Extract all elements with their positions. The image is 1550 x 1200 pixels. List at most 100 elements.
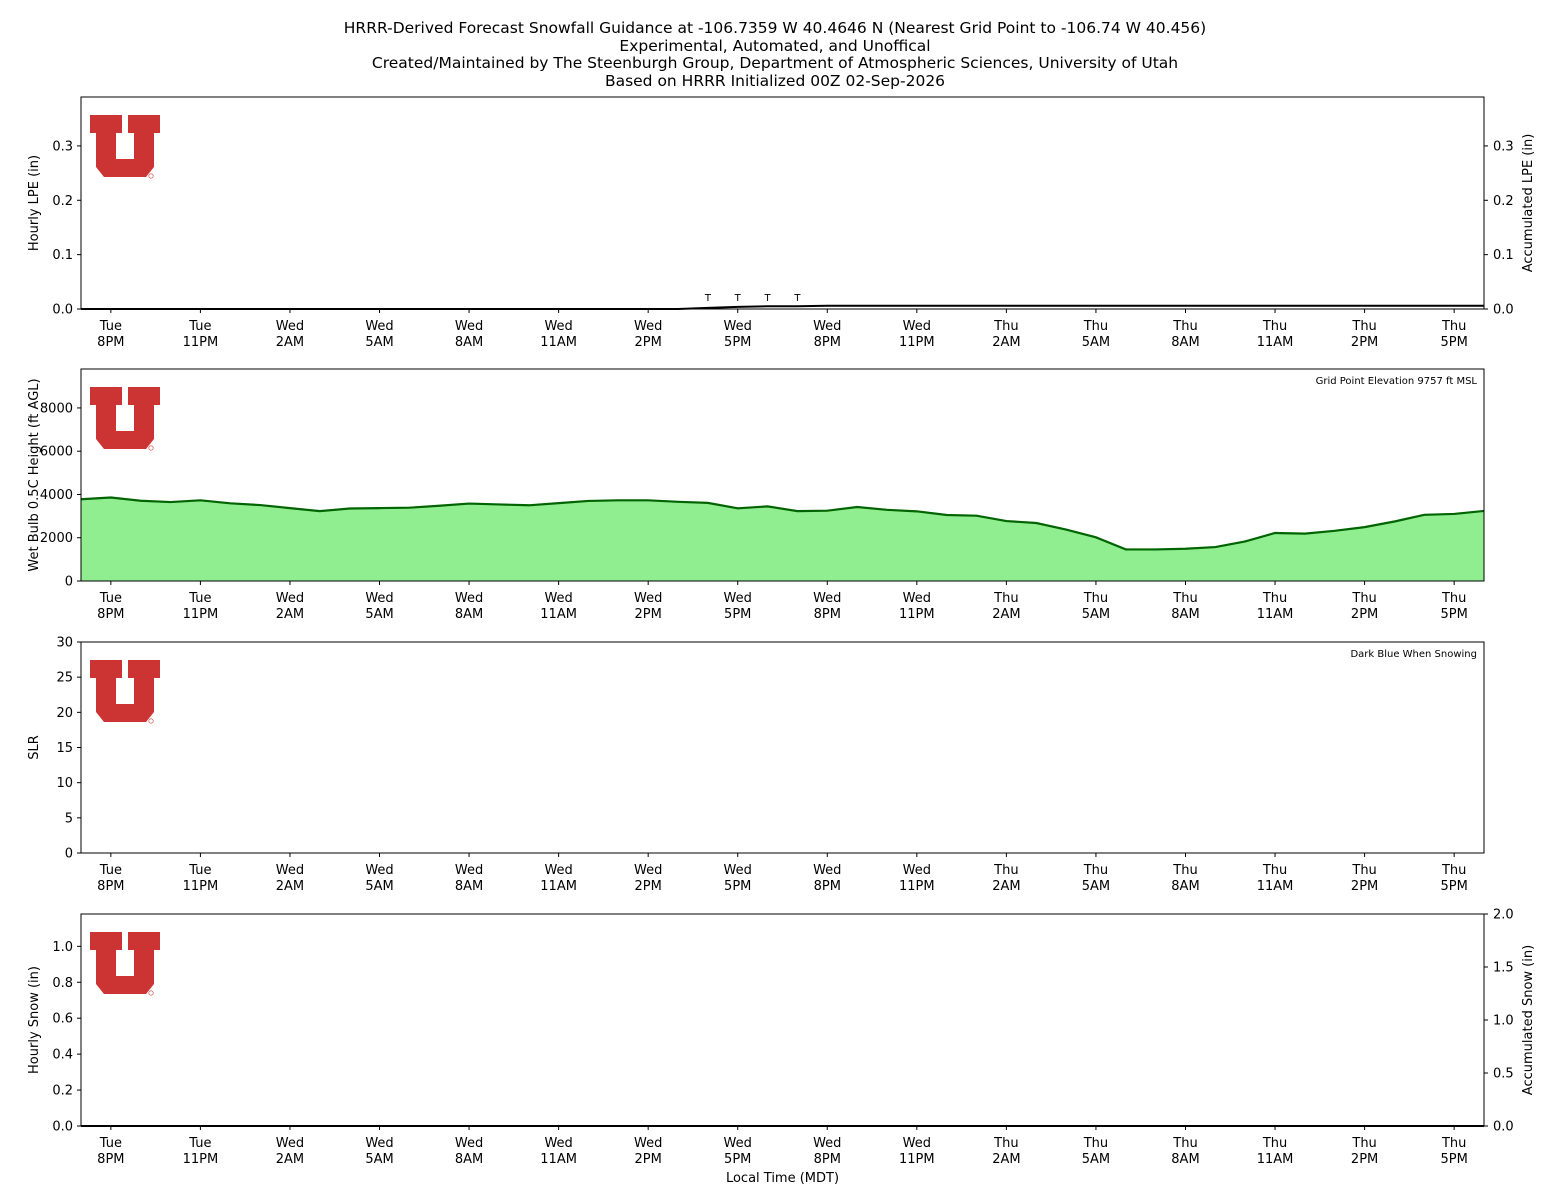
plot-frame (80, 913, 1485, 1127)
x-tick-label-time: 5PM (1440, 1152, 1467, 1167)
x-tick-label-time: 5AM (365, 607, 393, 622)
x-tick-label-day: Thu (1083, 591, 1108, 606)
x-tick-label-time: 11AM (1257, 335, 1294, 350)
y-tick-label: 6000 (40, 445, 73, 460)
x-tick-label-day: Wed (365, 863, 393, 878)
x-tick-label-time: 11PM (899, 1152, 935, 1167)
x-tick-label-day: Tue (188, 591, 211, 606)
x-tick-label-day: Wed (903, 1136, 931, 1151)
y-axis-label: Wet Bulb 0.5C Height (ft AGL) (27, 378, 42, 571)
x-tick-label-time: 2AM (992, 1152, 1020, 1167)
x-tick-label-day: Thu (993, 319, 1018, 334)
x-tick-label-day: Tue (188, 319, 211, 334)
x-tick-label-day: Thu (1262, 319, 1287, 334)
x-tick-label-time: 2AM (276, 879, 304, 894)
x-tick-label-day: Thu (1083, 1136, 1108, 1151)
logo-registered-mark (148, 990, 154, 996)
plot-frame (80, 641, 1485, 854)
x-tick-label-day: Tue (99, 1136, 122, 1151)
y-tick-label: 0.6 (52, 1012, 73, 1027)
x-tick-label-day: Tue (99, 319, 122, 334)
university-of-utah-logo (90, 660, 160, 724)
x-tick-label-time: 2PM (1351, 879, 1378, 894)
y-tick-label: 0.4 (52, 1048, 73, 1063)
x-tick-label-time: 5AM (365, 335, 393, 350)
university-of-utah-logo (90, 387, 160, 451)
y-tick-label: 0 (65, 847, 73, 862)
x-tick-label-day: Wed (813, 863, 841, 878)
x-tick-label-time: 11AM (540, 335, 577, 350)
x-tick-label-day: Thu (1351, 591, 1376, 606)
x-tick-label-day: Thu (1351, 863, 1376, 878)
x-tick-label-day: Thu (993, 591, 1018, 606)
x-tick-label-day: Wed (634, 591, 662, 606)
y-tick-label: 0.3 (52, 139, 73, 154)
x-tick-label-time: 8AM (1171, 607, 1199, 622)
y2-tick-label: 0.0 (1493, 1120, 1514, 1135)
x-tick-label-time: 2PM (635, 335, 662, 350)
x-tick-label-time: 11PM (183, 879, 219, 894)
x-tick-label-day: Thu (1441, 1136, 1466, 1151)
plot-frame (80, 368, 1485, 582)
x-tick-label-time: 5PM (724, 879, 751, 894)
x-tick-label-day: Thu (1262, 863, 1287, 878)
x-tick-label-day: Wed (276, 1136, 304, 1151)
x-tick-label-time: 2PM (1351, 1152, 1378, 1167)
x-tick-label-day: Wed (544, 591, 572, 606)
x-tick-label-day: Wed (276, 319, 304, 334)
x-tick-label-day: Thu (1351, 319, 1376, 334)
panel-wetbulb: Grid Point Elevation 9757 ft MSLTue8PMTu… (27, 368, 1485, 622)
x-tick-label-day: Wed (544, 863, 572, 878)
y2-axis-label: Accumulated LPE (in) (1521, 134, 1536, 273)
x-tick-label-time: 8PM (814, 607, 841, 622)
title-line-4: Based on HRRR Initialized 00Z 02-Sep-202… (604, 71, 946, 90)
x-tick-label-time: 11PM (183, 335, 219, 350)
x-tick-label-day: Thu (1083, 863, 1108, 878)
x-tick-label-time: 5PM (724, 1152, 751, 1167)
x-tick-label-day: Wed (276, 591, 304, 606)
x-tick-label-time: 11AM (1257, 879, 1294, 894)
x-tick-label-time: 2AM (276, 335, 304, 350)
x-tick-label-time: 2PM (635, 607, 662, 622)
x-tick-label-time: 2AM (276, 607, 304, 622)
x-tick-label-time: 5PM (1440, 607, 1467, 622)
x-tick-label-day: Thu (1441, 591, 1466, 606)
x-tick-label-time: 5AM (1082, 879, 1110, 894)
x-tick-label-day: Wed (634, 863, 662, 878)
y-axis-label: SLR (27, 735, 42, 760)
x-tick-label-time: 2AM (276, 1152, 304, 1167)
y-tick-label: 15 (56, 741, 73, 756)
x-tick-label-time: 5PM (724, 607, 751, 622)
x-tick-label-time: 5PM (1440, 879, 1467, 894)
x-tick-label-day: Thu (1172, 591, 1197, 606)
x-tick-label-day: Wed (903, 591, 931, 606)
x-tick-label-day: Thu (993, 1136, 1018, 1151)
panel-snow: Tue8PMTue11PMWed2AMWed5AMWed8AMWed11AMWe… (27, 908, 1536, 1187)
logo-registered-mark (148, 173, 154, 179)
y-tick-label: 0.2 (52, 194, 73, 209)
x-tick-label-time: 2AM (992, 607, 1020, 622)
panel-annotation: Grid Point Elevation 9757 ft MSL (1316, 376, 1478, 387)
x-tick-label-day: Wed (813, 591, 841, 606)
x-tick-label-time: 5AM (1082, 607, 1110, 622)
x-tick-label-day: Wed (634, 319, 662, 334)
x-tick-label-time: 5PM (724, 335, 751, 350)
x-tick-label-day: Thu (1262, 1136, 1287, 1151)
x-tick-label-time: 8AM (1171, 335, 1199, 350)
wetbulb-area-fill (81, 497, 1484, 581)
x-tick-label-time: 2PM (635, 1152, 662, 1167)
y2-tick-label: 0.3 (1493, 139, 1514, 154)
trace-label: T (764, 293, 772, 304)
title-line-3: Created/Maintained by The Steenburgh Gro… (371, 54, 1179, 72)
y-tick-label: 0.1 (52, 248, 73, 263)
university-of-utah-logo (90, 932, 160, 996)
x-tick-label-day: Thu (993, 863, 1018, 878)
y-tick-label: 5 (65, 811, 73, 826)
x-tick-label-day: Thu (1441, 319, 1466, 334)
y-tick-label: 0 (65, 575, 73, 590)
x-tick-label-day: Tue (188, 1136, 211, 1151)
x-tick-label-day: Thu (1172, 1136, 1197, 1151)
x-tick-label-day: Thu (1083, 319, 1108, 334)
y-tick-label: 25 (56, 671, 73, 686)
panel-slr: Dark Blue When SnowingTue8PMTue11PMWed2A… (27, 636, 1485, 894)
